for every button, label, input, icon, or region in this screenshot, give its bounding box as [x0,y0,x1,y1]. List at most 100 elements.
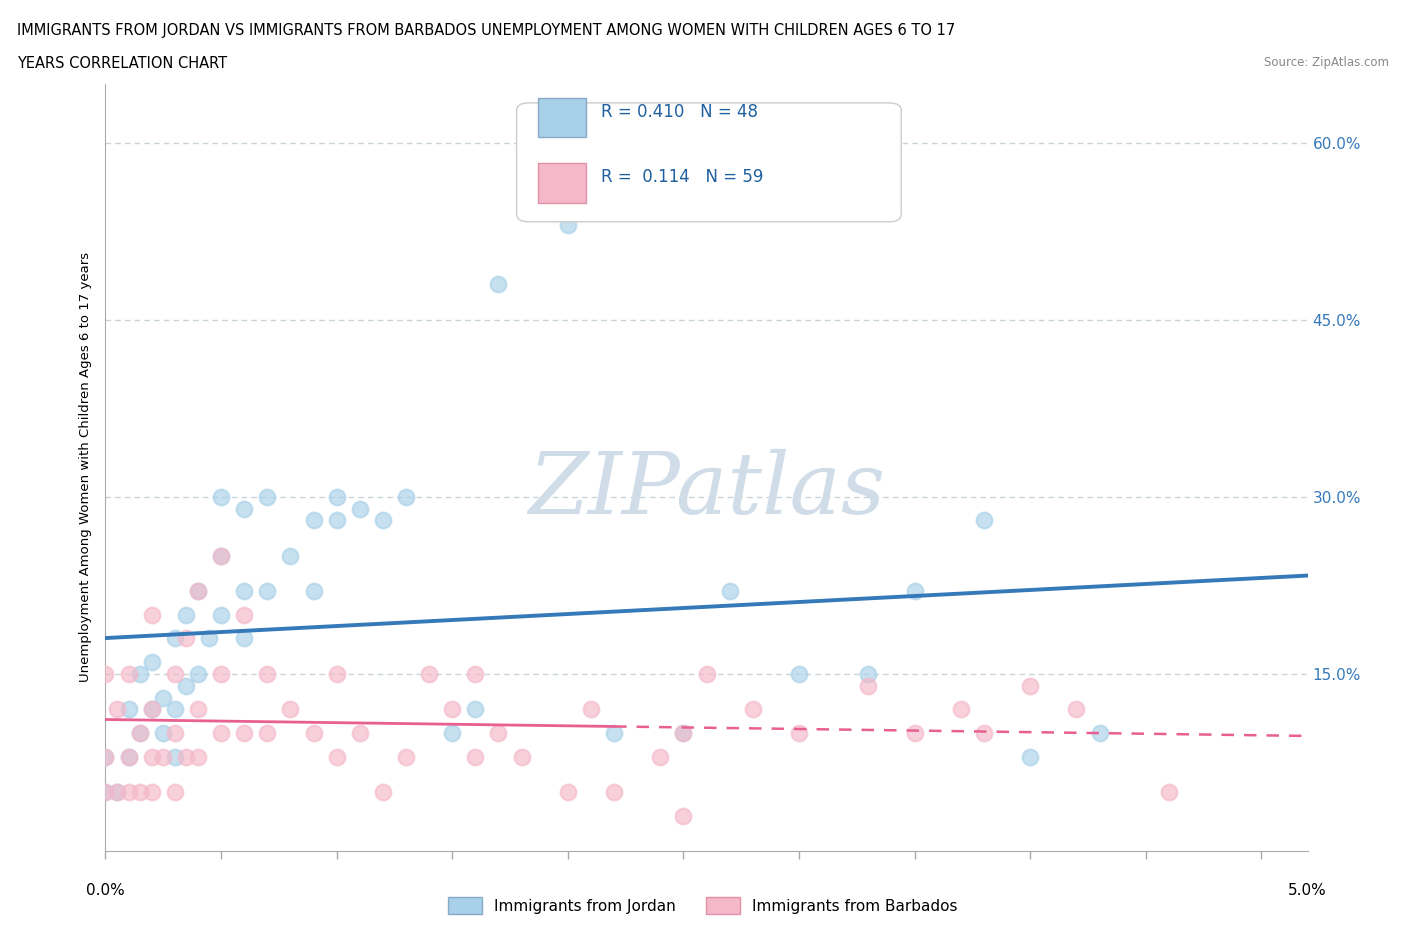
Point [209,489,232,504]
Point [105,785,128,800]
Point [256,489,278,504]
Point [163,631,186,646]
Point [163,725,186,740]
Point [718,584,741,599]
Point [1088,725,1111,740]
Text: ZIPatlas: ZIPatlas [527,449,886,532]
Point [349,501,371,516]
Point [696,667,718,682]
Text: IMMIGRANTS FROM JORDAN VS IMMIGRANTS FROM BARBADOS UNEMPLOYMENT AMONG WOMEN WITH: IMMIGRANTS FROM JORDAN VS IMMIGRANTS FRO… [17,23,955,38]
Point [787,667,810,682]
Point [198,631,221,646]
Point [209,549,232,564]
Point [187,667,209,682]
Point [176,678,198,693]
Point [152,690,174,705]
Point [129,785,152,800]
Point [256,725,278,740]
Point [141,702,163,717]
Text: YEARS CORRELATION CHART: YEARS CORRELATION CHART [17,56,226,71]
Point [163,749,186,764]
Point [163,667,186,682]
Point [152,725,174,740]
Point [1157,785,1180,800]
Point [302,725,325,740]
Point [176,749,198,764]
Point [141,655,163,670]
Point [903,584,925,599]
Point [302,584,325,599]
Point [256,584,278,599]
Point [209,549,232,564]
Point [973,725,995,740]
Point [603,725,626,740]
Point [903,725,925,740]
Point [187,749,209,764]
Text: 5.0%: 5.0% [1288,884,1327,898]
Point [672,725,695,740]
Point [464,667,486,682]
Point [280,549,302,564]
Point [395,489,418,504]
Point [141,785,163,800]
Point [105,785,128,800]
Point [325,749,347,764]
Point [129,725,152,740]
Point [672,808,695,823]
Point [395,749,418,764]
Point [117,749,139,764]
Point [117,785,139,800]
Text: R =  0.114   N = 59: R = 0.114 N = 59 [600,168,763,186]
Point [187,702,209,717]
Point [741,702,763,717]
Point [117,667,139,682]
Point [464,749,486,764]
Point [325,489,347,504]
Point [557,785,579,800]
Point [1019,678,1042,693]
Point [163,785,186,800]
Point [441,702,464,717]
Text: 0.0%: 0.0% [86,884,125,898]
Point [141,702,163,717]
Point [256,667,278,682]
Point [510,749,533,764]
Bar [538,98,586,138]
Y-axis label: Unemployment Among Women with Children Ages 6 to 17 years: Unemployment Among Women with Children A… [79,252,93,683]
Point [233,607,256,622]
Point [209,667,232,682]
Point [94,667,117,682]
Point [650,749,672,764]
Point [787,725,810,740]
Point [209,607,232,622]
Legend: Immigrants from Jordan, Immigrants from Barbados: Immigrants from Jordan, Immigrants from … [441,891,965,921]
Point [117,702,139,717]
Point [105,702,128,717]
Point [233,631,256,646]
Point [94,749,117,764]
Point [233,725,256,740]
Point [603,785,626,800]
Point [176,607,198,622]
Point [949,702,972,717]
Point [176,631,198,646]
Point [672,725,695,740]
Point [141,607,163,622]
Text: R = 0.410   N = 48: R = 0.410 N = 48 [600,103,758,121]
FancyBboxPatch shape [516,103,901,222]
Point [209,725,232,740]
Point [488,725,510,740]
Text: Source: ZipAtlas.com: Source: ZipAtlas.com [1264,56,1389,69]
Point [187,584,209,599]
Point [858,667,880,682]
Point [858,678,880,693]
Point [325,513,347,528]
Point [187,584,209,599]
Point [233,584,256,599]
Bar [538,163,586,203]
Point [579,702,602,717]
Point [349,725,371,740]
Point [557,218,579,232]
Point [129,667,152,682]
Point [280,702,302,717]
